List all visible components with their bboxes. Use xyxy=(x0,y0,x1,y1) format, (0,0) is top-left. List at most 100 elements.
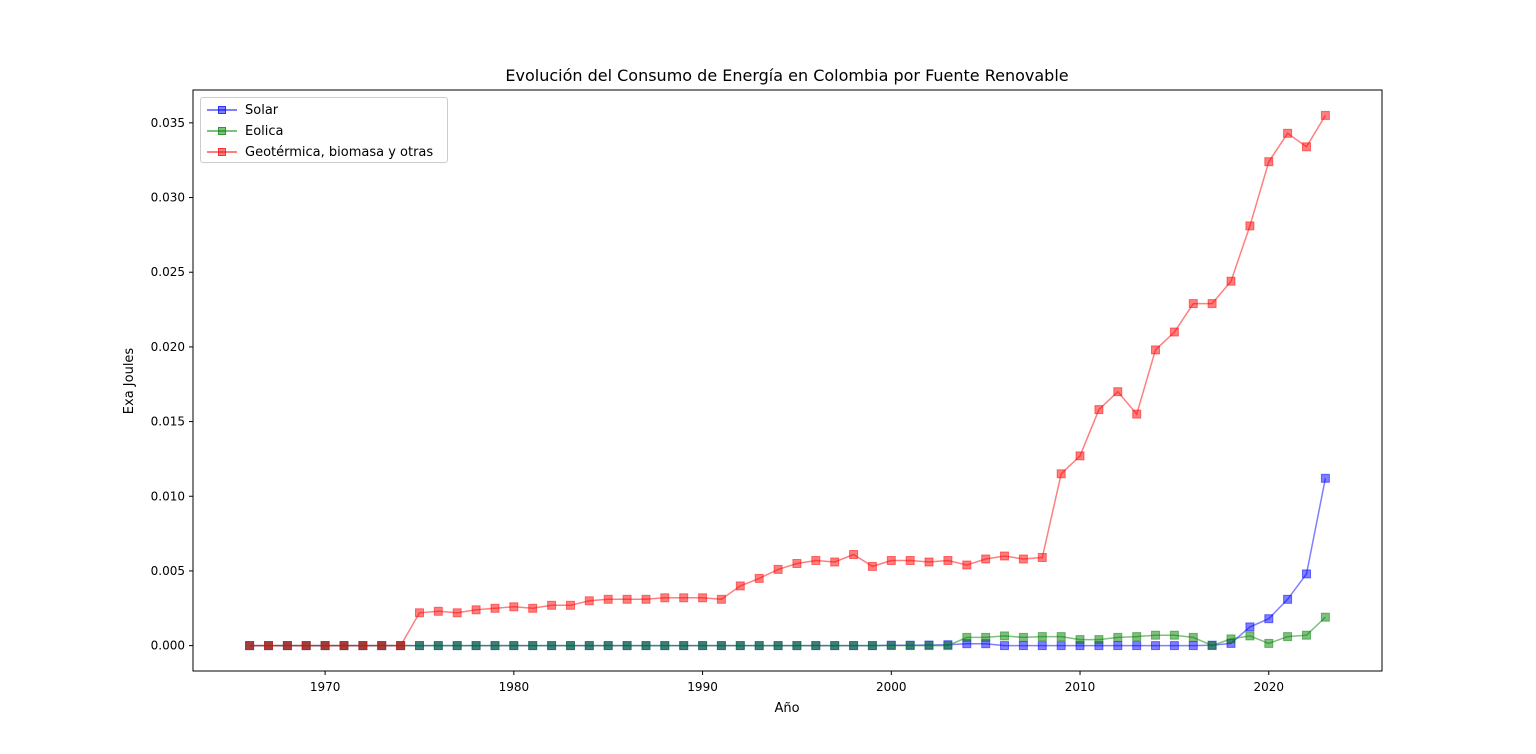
plot-frame xyxy=(192,89,1383,672)
data-point-solar xyxy=(1000,641,1009,651)
y-tick-label: 0.010 xyxy=(151,489,185,503)
data-point-eolica xyxy=(1113,632,1123,642)
data-point-eolica xyxy=(1245,631,1255,641)
y-tick-label: 0.000 xyxy=(151,639,185,653)
data-point-geot xyxy=(377,641,387,651)
data-point-eolica xyxy=(735,641,745,651)
data-point-geot xyxy=(1245,221,1255,231)
y-tick-label: 0.020 xyxy=(151,340,185,354)
data-point-eolica xyxy=(1151,630,1160,640)
data-point-eolica xyxy=(547,641,557,651)
data-point-solar xyxy=(1264,614,1274,624)
legend-label-eolica: Eolica xyxy=(245,123,284,139)
data-point-geot xyxy=(358,641,368,651)
chart-title: Evolución del Consumo de Energía en Colo… xyxy=(505,66,1068,85)
axis-ticks: 1970 1980 1990 2000 2010 2020 0.000 0.005 0.010 0… xyxy=(151,116,1284,694)
data-point-solar xyxy=(1151,641,1160,651)
data-point-solar xyxy=(1113,641,1123,651)
data-point-eolica xyxy=(849,641,859,651)
data-point-geot xyxy=(282,641,292,651)
legend-swatch-solar xyxy=(207,100,237,120)
data-point-geot xyxy=(1151,345,1160,355)
data-point-eolica xyxy=(1018,632,1028,642)
data-point-geot xyxy=(452,608,462,618)
data-point-geot xyxy=(1188,299,1198,309)
data-point-solar xyxy=(1169,641,1179,651)
data-point-eolica xyxy=(509,641,519,651)
data-point-eolica xyxy=(641,641,651,651)
data-point-eolica xyxy=(1075,635,1085,645)
data-point-eolica xyxy=(603,641,613,651)
data-point-eolica xyxy=(1132,632,1142,642)
legend-swatch-eolica xyxy=(207,121,237,141)
y-tick-label: 0.025 xyxy=(151,265,185,279)
data-point-geot xyxy=(433,606,443,616)
x-tick-label: 2010 xyxy=(1065,680,1096,694)
data-point-geot xyxy=(339,641,349,651)
data-point-eolica xyxy=(867,641,877,651)
data-point-eolica xyxy=(471,641,481,651)
data-point-geot xyxy=(1132,409,1142,419)
data-point-geot xyxy=(924,557,934,567)
data-point-eolica xyxy=(490,641,500,651)
data-point-eolica xyxy=(830,641,840,651)
data-point-eolica xyxy=(943,641,953,651)
data-point-geot xyxy=(698,593,708,603)
data-point-geot xyxy=(584,596,594,606)
data-point-geot xyxy=(245,641,255,651)
data-point-geot xyxy=(1094,405,1104,415)
data-point-eolica xyxy=(566,641,575,651)
data-point-geot xyxy=(1283,128,1293,138)
series-line-eolica xyxy=(249,616,1326,647)
data-point-eolica xyxy=(584,641,594,651)
data-point-eolica xyxy=(415,641,424,651)
data-point-geot xyxy=(943,556,953,565)
data-point-solar xyxy=(1320,473,1330,483)
data-point-eolica xyxy=(1283,632,1293,642)
data-point-geot xyxy=(1037,553,1047,562)
data-point-geot xyxy=(735,581,745,591)
data-point-geot xyxy=(566,600,575,610)
data-point-solar xyxy=(1056,641,1066,651)
data-point-solar xyxy=(1132,641,1142,651)
data-point-eolica xyxy=(1320,612,1330,622)
y-tick-label: 0.005 xyxy=(151,564,185,578)
data-point-geot xyxy=(1226,276,1236,286)
y-tick-label: 0.035 xyxy=(151,116,185,130)
legend: Solar Eolica Geotérmica, biomasa y otras xyxy=(200,97,448,163)
data-point-eolica xyxy=(660,641,670,651)
data-point-geot xyxy=(490,603,500,613)
legend-item-solar: Solar xyxy=(207,100,278,120)
data-point-geot xyxy=(1207,299,1217,309)
data-point-geot xyxy=(301,641,311,651)
x-tick-label: 1980 xyxy=(499,680,530,694)
y-axis-label: Exa Joules xyxy=(122,348,137,415)
data-point-geot xyxy=(1169,327,1179,337)
data-point-geot xyxy=(547,600,557,610)
y-tick-label: 0.030 xyxy=(151,191,185,205)
data-point-geot xyxy=(603,594,613,604)
data-point-eolica xyxy=(1188,632,1198,642)
data-point-geot xyxy=(1113,387,1123,397)
series-line-solar xyxy=(249,478,1327,647)
data-point-eolica xyxy=(1226,634,1236,644)
legend-label-solar: Solar xyxy=(245,102,279,118)
data-point-geot xyxy=(792,559,802,568)
data-point-eolica xyxy=(886,641,896,651)
data-point-geot xyxy=(905,556,915,565)
series-area xyxy=(245,110,1330,651)
data-point-eolica xyxy=(792,641,802,651)
data-point-geot xyxy=(679,593,689,603)
data-point-eolica xyxy=(1094,635,1104,645)
data-point-eolica xyxy=(1169,630,1179,640)
data-point-eolica xyxy=(452,641,462,651)
data-point-geot xyxy=(509,602,519,612)
data-point-eolica xyxy=(679,641,689,651)
data-point-eolica xyxy=(754,641,764,651)
legend-item-geotermica: Geotérmica, biomasa y otras xyxy=(207,142,433,162)
data-point-solar xyxy=(1037,641,1047,651)
data-point-solar xyxy=(1188,641,1198,651)
data-point-geot xyxy=(773,564,783,574)
data-point-geot xyxy=(1264,157,1274,167)
